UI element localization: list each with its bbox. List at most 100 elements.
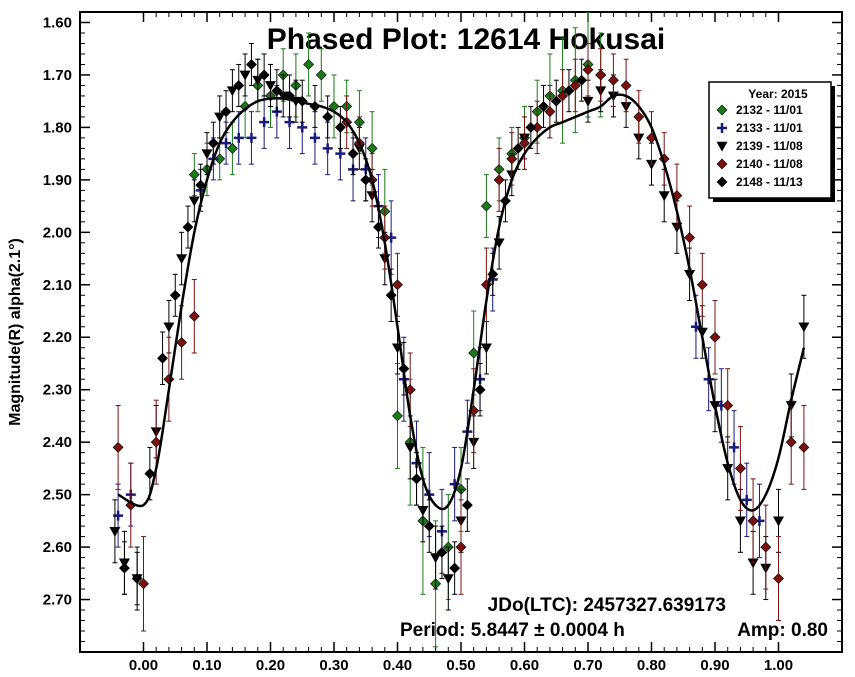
data-point <box>214 153 226 165</box>
y-tick-label: 2.20 <box>43 329 72 346</box>
data-point <box>315 69 327 81</box>
data-point <box>239 101 251 112</box>
legend-box <box>708 81 832 199</box>
data-point <box>138 578 149 590</box>
x-tick-label: 0.90 <box>700 657 729 674</box>
x-tick-label: 0.80 <box>637 657 666 674</box>
y-tick-label: 2.40 <box>43 434 72 451</box>
data-point <box>772 516 785 527</box>
x-tick-label: 1.00 <box>764 657 793 674</box>
data-point <box>722 400 734 411</box>
data-point <box>309 132 320 143</box>
data-point <box>544 106 556 118</box>
data-point <box>633 111 645 123</box>
legend-entry-label: 2140 - 11/08 <box>736 157 803 171</box>
data-point <box>785 436 797 448</box>
data-point <box>404 443 416 454</box>
data-point <box>468 347 480 359</box>
data-point <box>430 553 442 564</box>
x-tick-label: 0.10 <box>192 657 221 674</box>
data-point <box>169 289 181 301</box>
data-point <box>207 137 219 149</box>
data-point <box>773 573 784 584</box>
y-axis-label: Magnitude(R) alpha(2.1°) <box>7 238 24 426</box>
legend-title: Year: 2015 <box>748 87 808 101</box>
x-axis-ticks: 0.00 0.10 0.20 0.30 0.40 0.50 0.60 0.70 0.80 0.90… <box>129 12 793 674</box>
data-point <box>392 279 403 291</box>
data-point <box>335 148 346 159</box>
data-point <box>569 80 581 91</box>
data-point <box>188 196 200 207</box>
data-point <box>620 80 632 91</box>
data-point <box>576 74 588 86</box>
data-point <box>474 384 486 396</box>
data-point <box>233 132 244 143</box>
data-point <box>696 279 708 291</box>
x-tick-label: 0.40 <box>383 657 412 674</box>
data-point <box>144 468 156 480</box>
data-point <box>550 95 562 107</box>
data-point <box>150 436 162 448</box>
x-tick-label: 0.30 <box>319 657 348 674</box>
data-point <box>201 149 213 160</box>
data-point <box>322 111 334 123</box>
data-point <box>109 527 121 537</box>
data-point <box>131 573 143 584</box>
data-point <box>163 322 175 333</box>
data-point <box>322 143 333 154</box>
legend-marker <box>716 176 728 188</box>
data-point <box>449 562 461 574</box>
data-point <box>563 85 575 97</box>
data-point <box>347 148 359 160</box>
data-point <box>684 232 696 243</box>
data-point <box>442 574 454 585</box>
data-point <box>188 310 200 322</box>
y-tick-label: 2.50 <box>43 487 72 504</box>
data-point <box>176 254 188 265</box>
data-point <box>334 121 346 133</box>
data-point <box>734 516 746 527</box>
data-point <box>607 74 619 86</box>
data-point <box>512 142 524 154</box>
legend-marker <box>716 104 728 116</box>
data-point <box>271 85 283 97</box>
y-tick-label: 2.00 <box>43 224 72 241</box>
data-point <box>233 80 245 91</box>
x-tick-label: 0.20 <box>256 657 285 674</box>
annotation-jdo: JDo(LTC): 2457327.639173 <box>488 595 726 616</box>
y-axis-ticks: 1.60 1.70 1.80 1.90 2.00 2.10 2.20 2.30 2.40 2.50… <box>43 14 842 643</box>
data-point <box>221 138 232 149</box>
data-point <box>557 90 569 102</box>
legend-entry-label: 2132 - 11/01 <box>736 103 803 117</box>
data-point <box>595 69 607 81</box>
data-point <box>226 142 238 154</box>
x-tick-label: 0.70 <box>573 657 602 674</box>
data-point <box>582 96 594 107</box>
data-point <box>734 462 746 474</box>
annotation-amp: Amp: 0.80 <box>737 620 828 641</box>
data-point <box>258 69 270 81</box>
data-point <box>480 343 492 354</box>
data-point <box>284 117 295 128</box>
legend-entry-label: 2133 - 11/01 <box>736 121 803 135</box>
y-tick-label: 1.70 <box>43 67 72 84</box>
chart-title: Phased Plot: 12614 Hokusai <box>267 23 666 56</box>
legend-entry-label: 2139 - 11/08 <box>736 139 803 153</box>
data-point <box>303 59 315 70</box>
data-point <box>252 75 264 86</box>
legend-marker <box>717 123 727 133</box>
data-point <box>658 191 670 202</box>
y-tick-label: 2.70 <box>43 592 72 609</box>
data-point <box>264 81 277 92</box>
data-point <box>195 179 207 191</box>
data-point <box>176 337 188 348</box>
data-point <box>119 562 130 574</box>
y-tick-label: 2.30 <box>43 382 72 399</box>
data-point <box>259 117 270 128</box>
data-point <box>741 494 752 505</box>
data-point <box>760 541 772 553</box>
fit-curve-layer <box>117 93 806 512</box>
data-point <box>480 200 492 212</box>
data-point <box>214 112 226 123</box>
